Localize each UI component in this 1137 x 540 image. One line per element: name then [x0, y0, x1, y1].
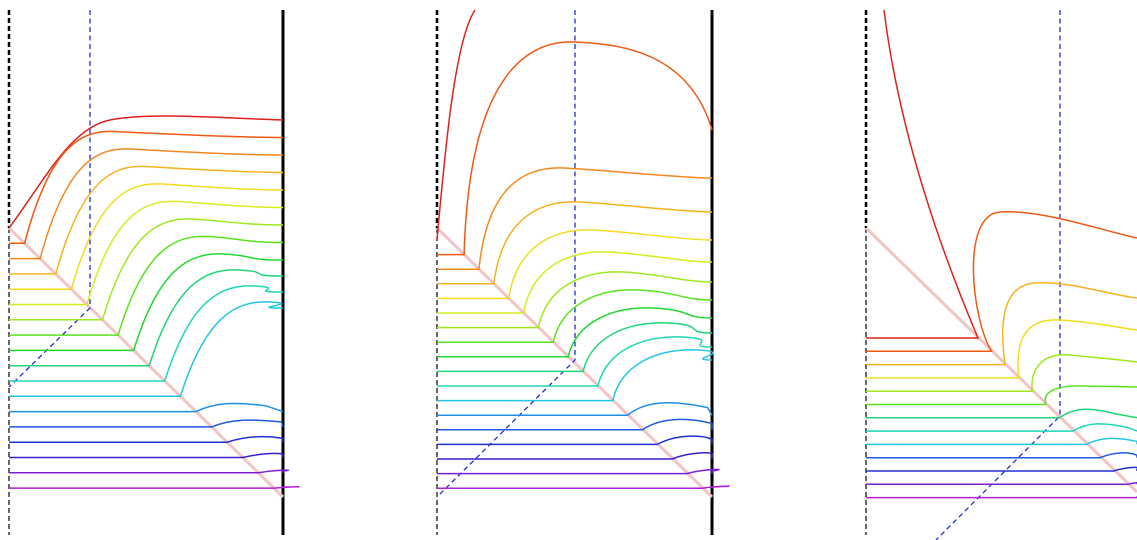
- streamline: [866, 385, 1137, 406]
- streamline: [437, 435, 713, 446]
- streamlines: [436, 9, 730, 489]
- streamline: [437, 402, 713, 416]
- streamline: [437, 289, 713, 343]
- streamline: [9, 285, 284, 382]
- diagonal-line: [7, 226, 285, 499]
- streamline: [437, 349, 714, 402]
- guide-dashed: [8, 10, 91, 388]
- streamline: [866, 481, 1137, 486]
- streamline: [437, 485, 730, 489]
- diagonal-line: [435, 226, 714, 499]
- streamline: [437, 271, 713, 329]
- streamline: [866, 423, 1137, 432]
- streamline: [9, 402, 284, 413]
- streamline: [437, 322, 713, 373]
- diagonal-line: [864, 226, 1137, 494]
- streamline: [436, 9, 476, 241]
- streamline: [9, 452, 284, 459]
- streamline: [437, 251, 713, 314]
- streamline: [9, 130, 284, 245]
- streamline: [437, 336, 713, 387]
- streamline: [437, 201, 713, 285]
- streamline: [437, 418, 713, 431]
- streamline: [866, 319, 1137, 379]
- guide-dashed: [935, 10, 1061, 540]
- streamline: [437, 468, 720, 475]
- streamline: [9, 183, 284, 290]
- guide-dashed: [436, 10, 576, 498]
- streamline: [866, 408, 1137, 419]
- streamline: [437, 229, 713, 300]
- streamline: [9, 218, 284, 321]
- streamline: [866, 354, 1137, 392]
- streamline: [9, 485, 300, 489]
- streamline: [866, 282, 1137, 366]
- streamline: [866, 210, 1137, 353]
- streamlines: [8, 115, 300, 489]
- streamline: [9, 200, 284, 306]
- streamline: [9, 419, 284, 428]
- streamline: [866, 437, 1137, 446]
- streamline: [9, 165, 284, 275]
- streamline: [437, 452, 714, 460]
- streamline: [866, 9, 980, 339]
- streamline: [9, 148, 284, 260]
- panel-3: [864, 9, 1137, 540]
- streamline: [9, 301, 284, 398]
- streamlines: [866, 9, 1137, 499]
- streamline: [9, 253, 284, 352]
- panel-2: [435, 9, 730, 535]
- streamline: [9, 469, 290, 474]
- streamline: [437, 41, 713, 256]
- panel-1: [7, 10, 300, 535]
- streamline: [437, 307, 713, 358]
- streamline: [9, 269, 284, 367]
- streamline: [437, 167, 713, 270]
- streamline: [9, 436, 284, 443]
- streamline: [8, 115, 284, 229]
- streamline: [9, 235, 284, 336]
- streamline: [866, 466, 1137, 472]
- streamline: [866, 496, 1137, 499]
